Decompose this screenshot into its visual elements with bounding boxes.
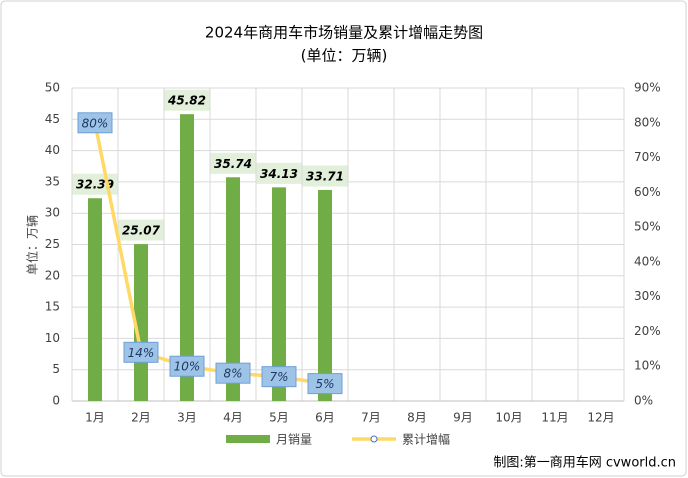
legend-marker (370, 435, 378, 443)
data-label: 25.07 (122, 224, 161, 238)
y-tick-label: 30 (45, 206, 60, 220)
y-tick-label: 0 (52, 394, 60, 408)
bar (272, 187, 286, 401)
x-tick-label: 7月 (361, 411, 381, 425)
data-label-box (307, 373, 343, 395)
x-tick-label: 2月 (131, 411, 151, 425)
bar (88, 198, 102, 401)
data-label-box (123, 341, 159, 363)
data-label: 80% (82, 116, 109, 130)
y2-tick-label: 50% (634, 220, 661, 234)
source: 制图:第一商用车网 cvworld.cn (493, 455, 676, 471)
x-tick-label: 1月 (85, 411, 105, 425)
legend-swatch (226, 435, 270, 443)
data-label: 34.13 (260, 167, 298, 181)
y2-tick-label: 60% (634, 185, 661, 199)
y-tick-label: 10 (45, 331, 60, 345)
y2-tick-label: 70% (634, 150, 661, 164)
x-tick-label: 10月 (495, 411, 522, 425)
y2-tick-label: 30% (634, 289, 661, 303)
y2-tick-label: 10% (634, 359, 661, 373)
data-label-box (164, 89, 210, 111)
chart-subtitle: (单位：万辆) (301, 47, 388, 65)
data-label: 45.82 (167, 94, 206, 108)
x-tick-label: 6月 (315, 411, 335, 425)
legend-label: 累计增幅 (402, 432, 450, 447)
data-label-box (261, 366, 297, 388)
y-tick-label: 40 (45, 143, 60, 157)
chart-title: 2024年商用车市场销量及累计增幅走势图 (205, 24, 483, 42)
data-label-box (215, 362, 251, 384)
x-tick-label: 8月 (407, 411, 427, 425)
data-label-box (210, 152, 256, 174)
data-label-box (77, 112, 113, 134)
y2-tick-label: 40% (634, 254, 661, 268)
x-tick-label: 12月 (587, 411, 614, 425)
data-label: 35.74 (214, 157, 252, 171)
data-label-box (302, 165, 348, 187)
data-label: 32.39 (76, 178, 114, 192)
x-tick-label: 4月 (223, 411, 243, 425)
y2-tick-label: 80% (634, 115, 661, 129)
y-tick-label: 45 (45, 112, 60, 126)
legend-label: 月销量 (276, 433, 312, 447)
data-label-box (169, 355, 205, 377)
x-tick-label: 3月 (177, 411, 197, 425)
data-label: 5% (315, 377, 334, 391)
y-tick-label: 50 (45, 81, 60, 95)
y-tick-label: 35 (45, 174, 60, 188)
y-tick-label: 5 (52, 362, 60, 376)
y2-tick-label: 0% (634, 394, 653, 408)
y-axis-label: 单位：万辆 (25, 215, 40, 275)
data-label: 33.71 (306, 169, 344, 183)
bar (318, 189, 332, 401)
data-label: 14% (128, 346, 155, 360)
y2-tick-label: 20% (634, 324, 661, 338)
y-tick-label: 25 (45, 237, 60, 251)
data-label: 8% (223, 367, 242, 381)
bar (180, 114, 194, 401)
y-tick-label: 20 (45, 268, 60, 282)
x-tick-label: 5月 (269, 411, 289, 425)
data-label-box (118, 219, 164, 241)
y-tick-label: 15 (45, 300, 60, 314)
y2-tick-label: 90% (634, 81, 661, 95)
x-tick-label: 9月 (453, 411, 473, 425)
bar (226, 177, 240, 401)
data-label-box (256, 162, 302, 184)
data-label: 10% (174, 360, 201, 374)
data-label: 7% (269, 370, 288, 384)
x-tick-label: 11月 (541, 411, 568, 425)
